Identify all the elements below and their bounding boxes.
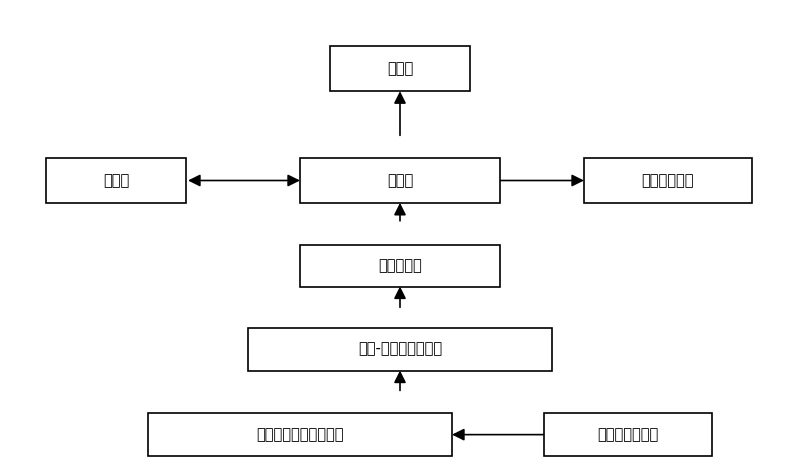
Text: 模数转换器: 模数转换器 bbox=[378, 258, 422, 274]
Text: 液晶显示电路: 液晶显示电路 bbox=[642, 173, 694, 188]
Bar bbox=[544, 413, 712, 456]
Bar bbox=[248, 328, 552, 371]
Bar bbox=[300, 158, 500, 203]
Bar bbox=[300, 245, 500, 287]
Text: 高频电压发生器: 高频电压发生器 bbox=[598, 427, 658, 442]
Bar bbox=[330, 47, 470, 91]
Text: 分子印迹丝网印刷电极: 分子印迹丝网印刷电极 bbox=[256, 427, 344, 442]
Text: 计算机: 计算机 bbox=[387, 61, 413, 76]
Bar bbox=[148, 413, 452, 456]
Bar bbox=[584, 158, 752, 203]
Text: 单片机: 单片机 bbox=[387, 173, 413, 188]
Bar bbox=[46, 158, 186, 203]
Text: 电导-电压转换及放大: 电导-电压转换及放大 bbox=[358, 342, 442, 357]
Text: 存储器: 存储器 bbox=[103, 173, 129, 188]
